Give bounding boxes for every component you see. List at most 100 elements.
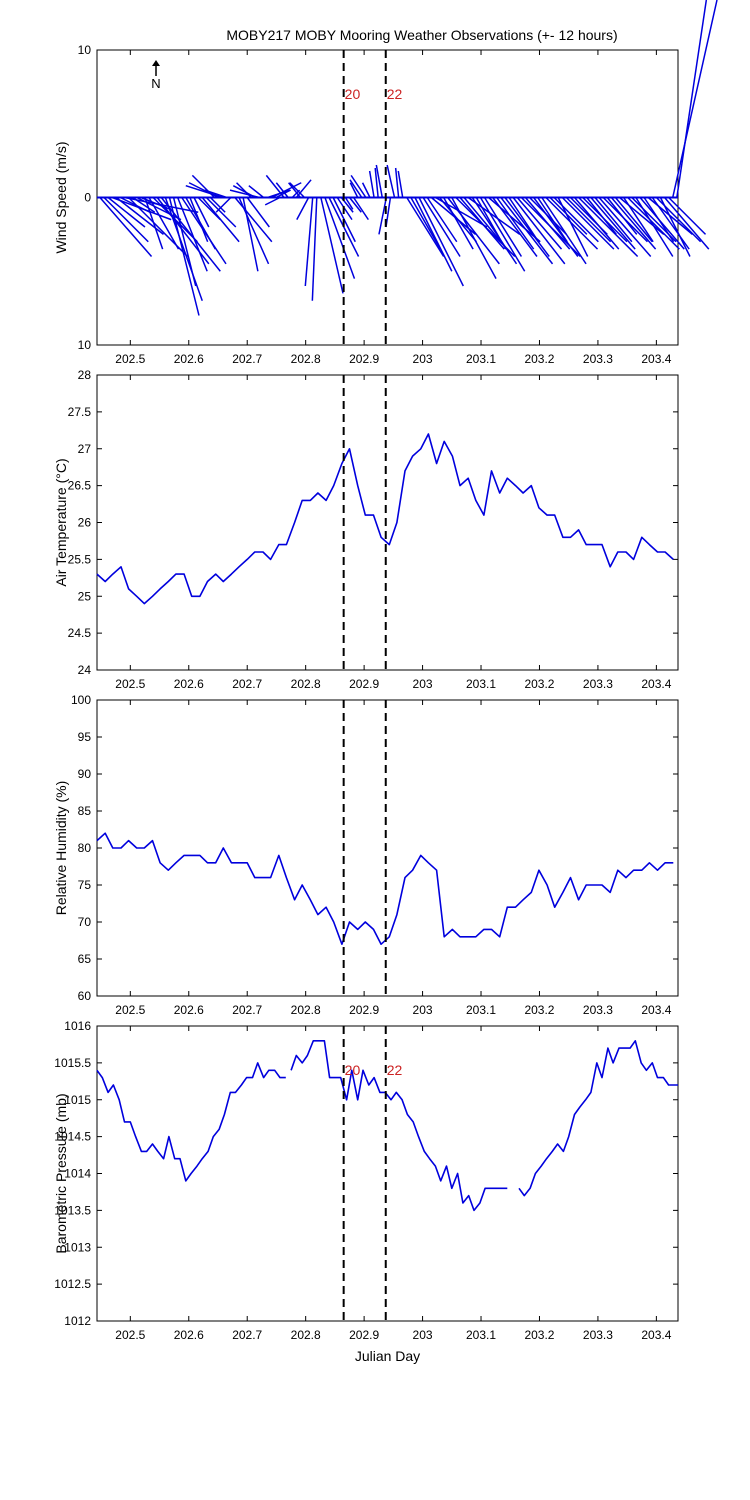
y-tick-label: 10 — [78, 338, 92, 352]
wind-stick — [643, 197, 675, 243]
x-tick-label: 203.2 — [524, 677, 554, 691]
x-tick-label: 203 — [413, 677, 433, 691]
wind-stick — [504, 197, 550, 257]
wind-stick — [414, 197, 453, 272]
x-tick-label: 202.9 — [349, 352, 379, 366]
wind-stick — [296, 197, 310, 220]
wind-stick — [672, 0, 718, 198]
wind-stick — [229, 189, 260, 199]
wind-stick — [375, 164, 383, 198]
y-tick-label: 65 — [78, 952, 92, 966]
wind-stick — [483, 197, 523, 257]
y-tick-label: 1012.5 — [54, 1277, 91, 1291]
wind-stick — [204, 189, 227, 199]
wind-stick — [524, 197, 571, 250]
y-tick-label: 25 — [78, 589, 92, 603]
wind-stick — [350, 174, 367, 198]
plot-frame — [96, 699, 679, 997]
y-tick-label: 1015.5 — [54, 1056, 91, 1070]
x-tick-label: 202.8 — [291, 352, 321, 366]
x-tick-label: 202.8 — [291, 1003, 321, 1017]
y-tick-label: 0 — [84, 191, 91, 205]
wind-stick — [410, 197, 442, 250]
x-tick-label: 203.3 — [583, 352, 613, 366]
x-tick-label: 202.8 — [291, 1328, 321, 1342]
wind-stick — [242, 197, 259, 272]
wind-stick — [128, 196, 189, 258]
wind-stick — [164, 197, 203, 302]
wind-stick — [209, 196, 226, 213]
panel-3: 202.5 202.6 202.7 202.8 202.9 203 203.1 203.2 20… — [53, 693, 679, 1017]
wind-stick — [610, 197, 657, 250]
wind-stick — [185, 184, 223, 199]
wind-stick — [197, 196, 221, 221]
panel-4: 202.5 202.6 202.7 202.8 202.9 203 203.1 203.2 20… — [53, 1019, 679, 1364]
wind-stick — [289, 182, 306, 199]
wind-stick — [148, 197, 180, 250]
wind-stick — [668, 196, 707, 235]
y-tick-label: 1015 — [64, 1093, 91, 1107]
wind-stick — [168, 197, 200, 316]
wind-stick — [172, 197, 197, 287]
x-tick-label: 202.5 — [115, 677, 145, 691]
wind-stick — [659, 197, 691, 257]
y-tick-label: 95 — [78, 730, 92, 744]
wind-stick — [288, 182, 301, 198]
x-tick-label: 202.9 — [349, 677, 379, 691]
wind-stick — [426, 197, 458, 243]
wind-stick — [189, 197, 209, 243]
x-tick-label: 203.4 — [641, 677, 671, 691]
data-line — [290, 1040, 508, 1212]
wind-stick — [368, 170, 375, 198]
wind-stick — [442, 197, 474, 250]
wind-stick — [598, 197, 652, 257]
y-tick-label: 1013.5 — [54, 1203, 91, 1217]
x-tick-label: 203.3 — [583, 1328, 613, 1342]
x-tick-label: 203.4 — [641, 1003, 671, 1017]
wind-stick — [492, 197, 538, 257]
wind-stick — [99, 197, 153, 257]
reference-line-label: 20 — [345, 1062, 361, 1078]
x-tick-label: 202.6 — [174, 677, 204, 691]
wind-stick — [349, 182, 359, 198]
y-tick-label: 10 — [78, 43, 92, 57]
x-tick-label: 202.6 — [174, 352, 204, 366]
wind-stick — [459, 197, 505, 250]
wind-stick — [516, 197, 563, 250]
chart-title: MOBY217 MOBY Mooring Weather Observation… — [226, 27, 617, 43]
x-tick-label: 202.6 — [174, 1328, 204, 1342]
x-tick-label: 203 — [413, 1328, 433, 1342]
reference-line-label: 22 — [387, 1062, 403, 1078]
wind-stick — [623, 197, 654, 243]
x-axis-label: Julian Day — [355, 1348, 420, 1364]
y-axis-label: Relative Humidity (%) — [53, 781, 69, 916]
y-tick-label: 24.5 — [68, 626, 92, 640]
reference-line-label: 22 — [387, 86, 403, 102]
x-tick-label: 203.4 — [641, 352, 671, 366]
wind-stick — [578, 196, 639, 258]
wind-stick — [193, 197, 210, 228]
wind-stick — [590, 197, 636, 250]
x-tick-label: 203.2 — [524, 352, 554, 366]
wind-stick — [265, 174, 285, 198]
wind-stick — [438, 197, 477, 243]
wind-stick — [107, 196, 146, 228]
y-tick-label: 80 — [78, 841, 92, 855]
wind-stick — [663, 197, 710, 250]
wind-stick — [496, 197, 535, 250]
y-tick-label: 100 — [71, 693, 91, 707]
x-tick-label: 202.5 — [115, 1003, 145, 1017]
wind-stick — [324, 197, 356, 279]
north-arrow-head-icon — [152, 60, 160, 66]
wind-stick — [549, 196, 588, 235]
y-tick-label: 27.5 — [68, 405, 92, 419]
wind-stick — [537, 197, 568, 243]
wind-stick — [311, 197, 318, 301]
wind-stick — [463, 197, 502, 243]
wind-stick — [561, 196, 615, 250]
y-tick-label: 1016 — [64, 1019, 91, 1033]
reference-line-label: 20 — [345, 86, 361, 102]
data-line — [518, 1040, 678, 1197]
y-tick-label: 25.5 — [68, 552, 92, 566]
y-tick-label: 1014.5 — [54, 1130, 91, 1144]
